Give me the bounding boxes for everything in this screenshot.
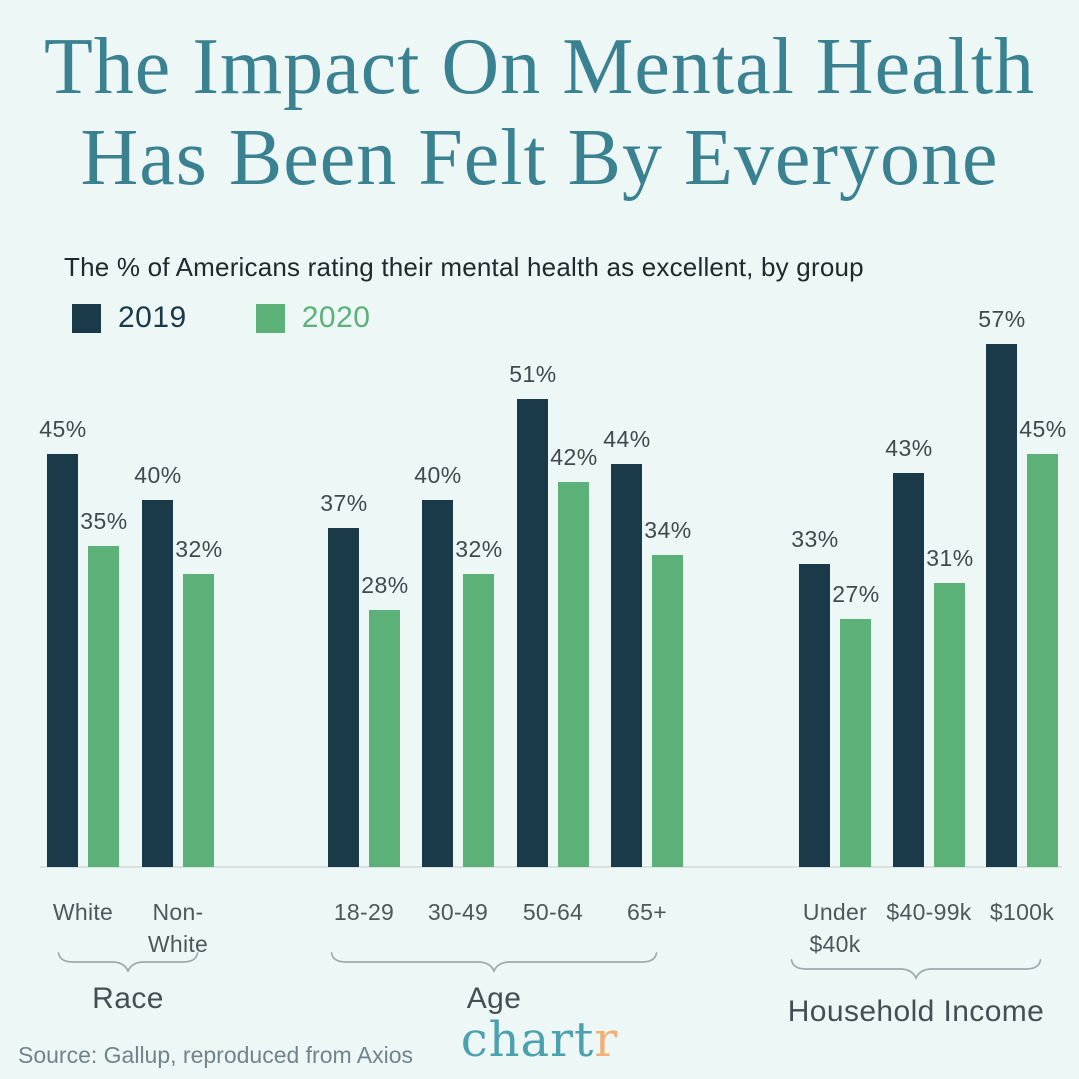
value-label-2020-100k: 45%: [1019, 416, 1067, 442]
title-line-1: The Impact On Mental Health: [43, 23, 1036, 111]
category-label-18-29: 18-29: [333, 899, 395, 925]
bar-2020-18-29: [369, 610, 400, 867]
bar-2020-white: [88, 546, 119, 867]
group-bracket-age: [330, 952, 658, 974]
chartr-logo-text-orange: r: [594, 1012, 619, 1068]
bar-2019-50-64: [517, 399, 548, 867]
category-label-white: White: [52, 899, 114, 925]
legend-label-2019: 2019: [118, 301, 187, 334]
page-title: The Impact On Mental Health Has Been Felt…: [0, 22, 1079, 204]
legend-swatch-2019: [72, 303, 101, 333]
value-label-2020-18-29: 28%: [361, 572, 409, 598]
bar-2020-100k: [1027, 454, 1058, 867]
value-label-2019-40-99k: 43%: [885, 435, 933, 461]
category-label-65: 65+: [627, 899, 667, 925]
value-label-2020-65: 34%: [644, 517, 692, 543]
bar-2020-65: [652, 555, 683, 867]
x-axis-baseline: [40, 866, 1062, 868]
chart-subtitle: The % of Americans rating their mental h…: [64, 252, 864, 282]
bar-2019-non-white: [142, 500, 173, 867]
bar-2019-under-40k: [799, 564, 830, 867]
category-label-50-64: 50-64: [522, 899, 584, 925]
value-label-2020-50-64: 42%: [550, 444, 598, 470]
bar-2019-white: [47, 454, 78, 867]
bar-2020-30-49: [463, 574, 494, 867]
value-label-2019-50-64: 51%: [509, 361, 557, 387]
legend-label-2020: 2020: [301, 301, 371, 334]
bar-2020-under-40k: [840, 619, 871, 867]
bar-2019-18-29: [328, 528, 359, 867]
category-label-100k: $100k: [989, 899, 1055, 925]
value-label-2020-non-white: 32%: [175, 536, 223, 562]
legend-item-2019: 2019: [72, 301, 187, 335]
group-label-household-income: Household Income: [787, 995, 1045, 1028]
bar-2020-40-99k: [934, 583, 965, 867]
bar-2019-65: [611, 464, 642, 867]
category-label-30-49: 30-49: [427, 899, 489, 925]
bar-2019-100k: [986, 344, 1017, 867]
value-label-2019-under-40k: 33%: [791, 526, 839, 552]
value-label-2019-30-49: 40%: [414, 462, 462, 488]
group-label-race: Race: [92, 982, 164, 1015]
group-label-age: Age: [466, 982, 522, 1015]
bar-2019-30-49: [422, 500, 453, 867]
group-bracket-household-income: [790, 959, 1042, 981]
category-label-under-40k: Under $40k: [802, 899, 868, 957]
value-label-2019-18-29: 37%: [320, 490, 368, 516]
group-bracket-race: [57, 952, 199, 974]
value-label-2019-65: 44%: [603, 426, 651, 452]
value-label-2019-white: 45%: [39, 416, 87, 442]
title-line-2: Has Been Felt By Everyone: [80, 114, 999, 202]
value-label-2020-40-99k: 31%: [926, 545, 974, 571]
bar-2020-50-64: [558, 482, 589, 867]
value-label-2020-under-40k: 27%: [832, 581, 880, 607]
chartr-logo-text-teal: chart: [460, 1012, 595, 1068]
value-label-2020-30-49: 32%: [455, 536, 503, 562]
value-label-2020-white: 35%: [80, 508, 128, 534]
legend: 2019 2020: [72, 301, 371, 335]
category-label-40-99k: $40-99k: [886, 899, 972, 925]
chartr-logo: chartr: [0, 1012, 1079, 1068]
source-credit: Source: Gallup, reproduced from Axios: [18, 1042, 414, 1068]
bar-2019-40-99k: [893, 473, 924, 867]
bar-2020-non-white: [183, 574, 214, 867]
legend-item-2020: 2020: [255, 301, 371, 335]
category-label-non-white: Non- White: [147, 899, 209, 957]
value-label-2019-non-white: 40%: [134, 462, 182, 488]
value-label-2019-100k: 57%: [978, 306, 1026, 332]
legend-swatch-2020: [255, 303, 285, 333]
